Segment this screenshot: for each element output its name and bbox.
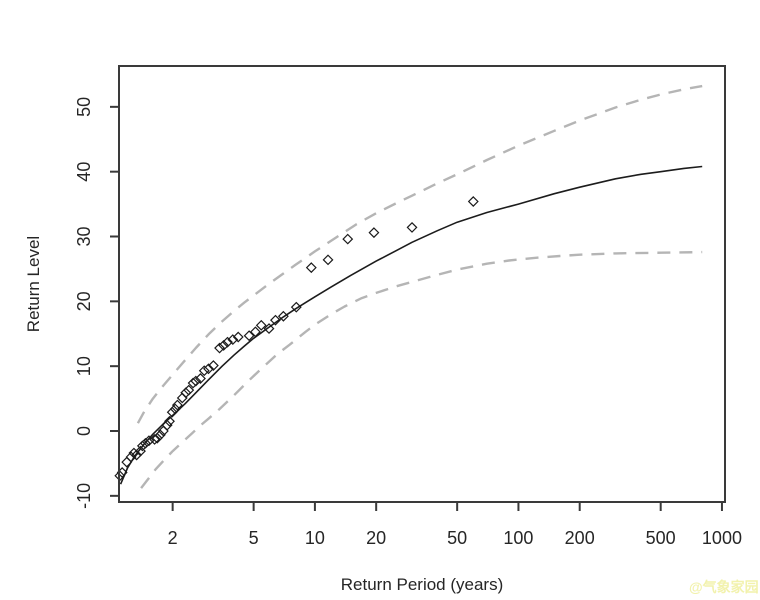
data-point-diamond	[249, 326, 261, 338]
x-tick-label: 500	[646, 528, 676, 548]
data-point-diamond	[203, 363, 214, 375]
data-point-diamond	[131, 449, 143, 461]
data-point-diamond	[232, 331, 244, 343]
data-point-diamond	[195, 373, 206, 384]
x-tick-label: 1000	[702, 528, 742, 548]
data-point-diamond	[207, 360, 219, 371]
y-tick-label: 20	[74, 291, 94, 311]
plot-box	[118, 65, 726, 503]
data-point-diamond	[151, 432, 163, 444]
y-tick-label: -10	[74, 483, 94, 509]
data-point-diamond	[222, 336, 233, 348]
x-tick-label: 50	[447, 528, 467, 548]
data-point-diamond	[187, 377, 199, 389]
data-point-diamond	[169, 403, 181, 415]
data-point-diamond	[214, 342, 226, 354]
data-point-diamond	[322, 254, 334, 266]
data-point-diamond	[190, 375, 202, 387]
x-tick-label: 200	[565, 528, 595, 548]
data-point-diamond	[243, 330, 255, 342]
data-point-diamond	[154, 429, 166, 441]
data-point-diamond	[290, 301, 302, 313]
data-point-diamond	[305, 262, 317, 274]
y-axis-title: Return Level	[24, 235, 43, 333]
data-point-diamond	[143, 435, 155, 447]
data-point-diamond	[161, 419, 173, 431]
data-point-diamond	[263, 323, 275, 335]
data-point-diamond	[368, 227, 380, 239]
data-point-diamond	[342, 233, 354, 245]
y-tick-label: 40	[74, 162, 94, 182]
data-point-diamond	[166, 406, 178, 418]
data-point-diamond	[227, 334, 239, 346]
data-point-diamond	[183, 384, 195, 396]
y-tick-label: 10	[74, 356, 94, 376]
y-tick-label: 30	[74, 226, 94, 246]
data-point-diamond	[136, 440, 148, 452]
x-tick-label: 10	[305, 528, 325, 548]
data-point-diamond	[139, 437, 151, 449]
data-point-diamond	[255, 319, 267, 331]
y-tick-label: 0	[74, 426, 94, 436]
data-point-diamond	[125, 451, 137, 463]
data-point-diamond	[171, 399, 183, 411]
data-point-diamond	[176, 392, 188, 404]
data-point-diamond	[218, 339, 230, 351]
data-point-diamond	[467, 196, 479, 207]
upper-confidence-limit-curve	[136, 84, 703, 424]
x-tick-label: 5	[249, 528, 259, 548]
x-tick-label: 100	[503, 528, 533, 548]
data-point-diamond	[277, 310, 289, 322]
x-tick-label: 2	[168, 528, 178, 548]
y-tick-label: 50	[74, 97, 94, 117]
watermark-text: @气象家园	[689, 579, 759, 595]
fitted-return-level-curve	[119, 165, 703, 485]
x-tick-label: 20	[366, 528, 386, 548]
x-axis-title: Return Period (years)	[340, 575, 504, 594]
data-point-diamond	[164, 415, 175, 427]
data-point-diamond	[270, 314, 281, 326]
lower-confidence-limit-curve	[140, 250, 703, 489]
data-point-diamond	[198, 365, 210, 377]
data-point-diamond	[149, 433, 161, 445]
data-point-diamond	[180, 387, 192, 399]
data-point-diamond	[406, 221, 418, 233]
